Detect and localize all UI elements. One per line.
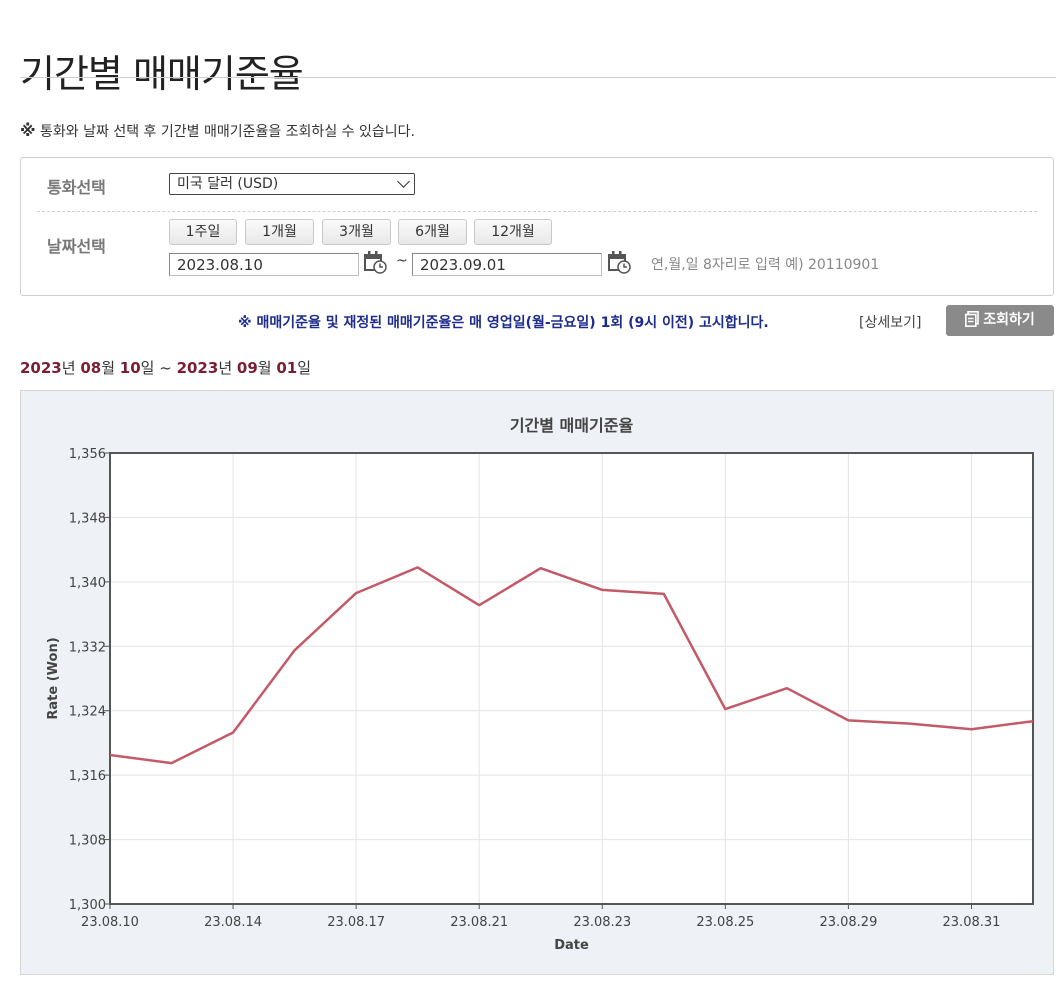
period-button-1month[interactable]: 1개월 — [245, 219, 314, 245]
chart-title: 기간별 매매기준율 — [510, 416, 634, 435]
x-tick-label: 23.08.23 — [573, 915, 631, 930]
x-axis-label: Date — [554, 938, 589, 953]
y-tick-label: 1,300 — [69, 898, 106, 913]
query-button[interactable]: 조회하기 — [946, 305, 1054, 336]
range-start-month: 08 — [80, 359, 102, 377]
y-tick-label: 1,348 — [69, 511, 106, 526]
x-tick-label: 23.08.17 — [327, 915, 385, 930]
period-button-12months[interactable]: 12개월 — [474, 219, 552, 245]
range-end-day: 01 — [276, 359, 298, 377]
plot-border — [109, 452, 1034, 905]
x-tick-label: 23.08.14 — [204, 915, 262, 930]
range-unit: 년 — [61, 359, 81, 377]
y-tick-label: 1,324 — [69, 705, 106, 720]
title-divider — [20, 77, 1056, 78]
y-tick-label: 1,316 — [69, 769, 106, 784]
query-button-label: 조회하기 — [983, 312, 1035, 328]
range-unit: 월 — [257, 359, 277, 377]
period-button-1week[interactable]: 1주일 — [169, 219, 237, 245]
notice-mark: ※ — [20, 121, 36, 140]
range-start-year: 2023 — [20, 359, 62, 377]
calendar-icon[interactable] — [607, 250, 631, 274]
date-range-separator: ~ — [396, 253, 408, 269]
date-format-hint: 연,월,일 8자리로 입력 예) 20110901 — [651, 257, 880, 273]
currency-select[interactable]: 미국 달러 (USD) — [169, 173, 415, 195]
range-unit: 일 ~ — [140, 359, 177, 377]
date-label: 날짜선택 — [47, 237, 106, 256]
range-unit: 년 — [218, 359, 237, 377]
range-start-day: 10 — [119, 359, 141, 377]
row-divider — [37, 211, 1037, 212]
series-line-0 — [109, 566, 1034, 765]
y-tick-label: 1,340 — [69, 576, 106, 591]
x-tick-label: 23.08.10 — [81, 915, 139, 930]
y-tick-label: 1,308 — [69, 834, 106, 849]
range-end-year: 2023 — [176, 359, 219, 377]
page-title: 기간별 매매기준율 — [20, 52, 304, 97]
end-date-input[interactable]: 2023.09.01 — [412, 253, 602, 276]
date-range-heading: 2023년 08월 10일 ~ 2023년 09월 01일 — [20, 357, 311, 378]
range-unit: 일 — [297, 359, 312, 377]
detail-link[interactable]: [상세보기] — [859, 315, 922, 331]
basis-rate-notice: ※ 매매기준율 및 재정된 매매기준율은 매 영업일(월-금요일) 1회 (9시… — [238, 315, 769, 331]
chart-container: 1,300 1,308 1,316 1,324 1,332 1,340 1,348 1,356… — [20, 390, 1054, 975]
x-tick-label: 23.08.21 — [450, 915, 508, 930]
currency-select-value: 미국 달러 (USD) — [177, 176, 279, 192]
range-end-month: 09 — [236, 359, 258, 377]
range-unit: 월 — [101, 359, 120, 377]
rate-line-chart: 1,300 1,308 1,316 1,324 1,332 1,340 1,348 1,356… — [46, 416, 1034, 953]
x-tick-label: 23.08.29 — [819, 915, 877, 930]
period-button-6months[interactable]: 6개월 — [398, 219, 467, 245]
document-icon — [965, 311, 980, 327]
notice-message: 통화와 날짜 선택 후 기간별 매매기준율을 조회하실 수 있습니다. — [40, 124, 415, 140]
notice-text: ※ 통화와 날짜 선택 후 기간별 매매기준율을 조회하실 수 있습니다. — [20, 121, 415, 141]
search-panel: 통화선택 미국 달러 (USD) 날짜선택 1주일 1개월 3개월 6개월 12… — [20, 157, 1054, 296]
x-tick-label: 23.08.31 — [943, 915, 1001, 930]
y-axis-label: Rate (Won) — [46, 637, 61, 719]
currency-label: 통화선택 — [47, 178, 106, 197]
period-button-3months[interactable]: 3개월 — [322, 219, 391, 245]
calendar-icon[interactable] — [363, 250, 387, 274]
plot-area — [110, 453, 1033, 904]
y-tick-label: 1,332 — [69, 640, 106, 655]
chevron-down-icon — [397, 175, 410, 188]
x-tick-label: 23.08.25 — [696, 915, 754, 930]
y-tick-label: 1,356 — [69, 447, 106, 462]
start-date-input[interactable]: 2023.08.10 — [169, 253, 359, 276]
